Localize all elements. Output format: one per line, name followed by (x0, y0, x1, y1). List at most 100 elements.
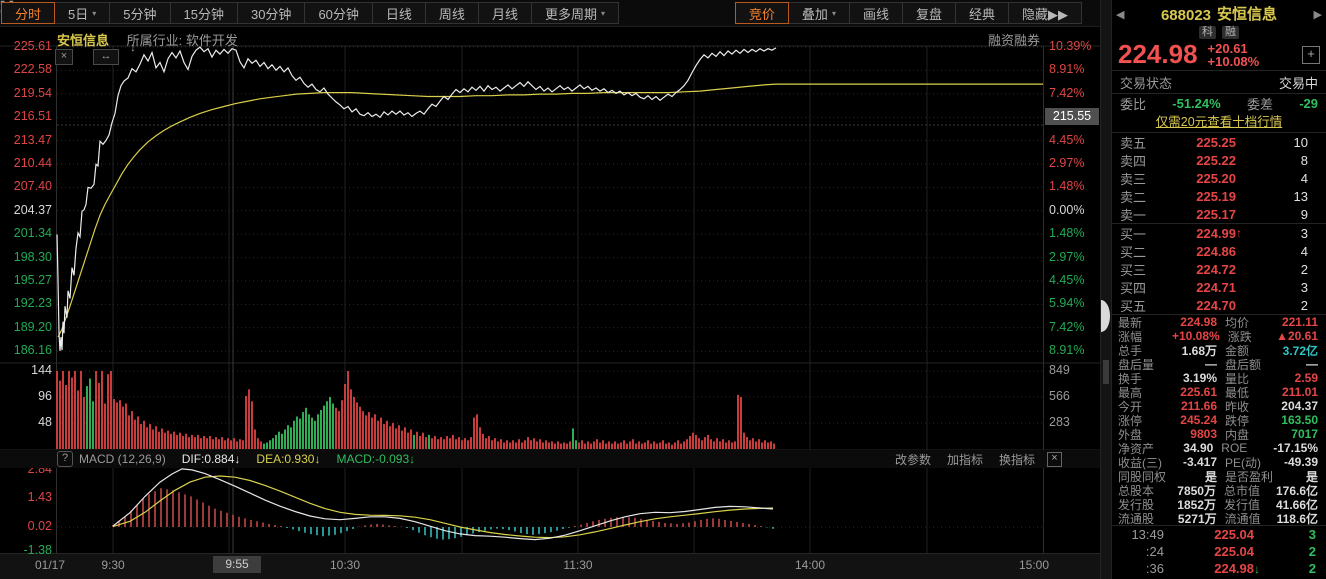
tool-button[interactable]: 叠加 ▾ (787, 2, 850, 24)
ask-row[interactable]: 卖三 225.20 4 (1112, 169, 1326, 187)
bid-level-label: 买二 (1120, 244, 1147, 260)
vertical-drag-icon[interactable]: ↕ (130, 40, 136, 54)
stat-value: 34.90 (1183, 441, 1214, 455)
level2-promo-link[interactable]: 仅需20元查看十档行情 (1155, 115, 1283, 129)
bid-row[interactable]: 买四 224.71 3 (1112, 278, 1326, 296)
trade-row: :36 224.98 ↓ 2 (1112, 560, 1326, 577)
period-button[interactable]: 60分钟 (304, 2, 373, 24)
horizontal-drag-icon[interactable]: ↔ (93, 49, 119, 65)
period-button[interactable]: 月线 (477, 2, 532, 24)
divider (1112, 70, 1326, 71)
ask-row[interactable]: 卖五 225.25 10 (1112, 133, 1326, 151)
weibi-value: -51.24% (1172, 96, 1221, 111)
divider (1112, 314, 1326, 315)
tool-button[interactable]: 经典 (954, 2, 1009, 24)
macd-axis-label: -1.38 (23, 543, 53, 557)
bid-quantity: 3 (1300, 279, 1308, 295)
collapse-handle-icon[interactable] (1101, 300, 1110, 332)
trade-time: :24 (1145, 544, 1164, 559)
stat-value: 1852万 (1177, 497, 1216, 512)
tool-button[interactable]: 竞价 (734, 2, 789, 24)
ask-row[interactable]: 卖一 225.17 9 (1112, 205, 1326, 223)
help-icon[interactable]: ? (57, 451, 73, 467)
stat-label: 金额 (1225, 343, 1250, 358)
percent-axis-label: 4.45% (1049, 132, 1085, 147)
trade-status-row: 交易状态 交易中 (1112, 71, 1326, 93)
trade-price: 225.04 (1214, 544, 1254, 559)
close-pane-icon[interactable]: × (55, 49, 73, 65)
tool-button[interactable]: 画线 (848, 2, 903, 24)
stat-value: 7017 (1291, 427, 1318, 441)
bid-level-label: 买一 (1120, 226, 1147, 242)
period-button[interactable]: 15分钟 (169, 2, 238, 24)
period-button[interactable]: 日线 (371, 2, 426, 24)
period-button[interactable]: 5分钟 (109, 2, 171, 24)
period-label: 15分钟 (183, 6, 224, 22)
price-axis-label: 216.51 (13, 109, 52, 124)
indicator-button[interactable]: 换指标 (998, 452, 1035, 467)
trade-quantity: 3 (1308, 527, 1316, 542)
period-button[interactable]: 更多周期 ▾ (530, 2, 619, 24)
stat-value: — (1306, 357, 1318, 371)
indicator-button[interactable]: 加指标 (946, 452, 983, 467)
x-axis-label: 9:55 (213, 556, 261, 573)
percent-axis-label: 4.45% (1049, 273, 1085, 287)
tool-label: 隐藏▶▶ (1022, 6, 1068, 22)
chevron-down-icon: ▾ (600, 8, 605, 18)
percent-axis-label: 2.97% (1049, 156, 1085, 170)
bid-row[interactable]: 买五 224.70 2 (1112, 296, 1326, 314)
stat-label: 涨停 (1118, 413, 1143, 428)
add-to-watchlist-button[interactable]: + (1302, 45, 1320, 64)
price-axis-label: 225.61 (13, 39, 52, 53)
stat-value: 41.66亿 (1275, 497, 1318, 512)
stock-title: ◀ 688023 安恒信息 ▶ (1112, 0, 1326, 24)
scrollbar-thumb[interactable] (1103, 360, 1109, 384)
ask-quantity: 13 (1293, 188, 1308, 204)
change-percent: +10.08% (1207, 53, 1260, 69)
price-change: +20.61 +10.08% (1208, 42, 1260, 68)
panel-splitter[interactable] (1100, 0, 1112, 579)
volume-axis-label: 283 (1049, 415, 1070, 429)
x-axis-label: 01/17 (34, 558, 66, 572)
stat-value: 163.50 (1281, 413, 1318, 427)
percent-axis-label: 8.91% (1049, 62, 1085, 77)
prev-stock-arrow-icon[interactable]: ◀ (1116, 9, 1125, 21)
close-indicator-icon[interactable]: × (1047, 451, 1062, 467)
period-button[interactable]: 30分钟 (236, 2, 306, 24)
chevron-down-icon: ▾ (92, 8, 97, 18)
bid-quantity: 2 (1300, 297, 1308, 313)
stat-row: 今开 211.66 昨收 204.37 (1112, 399, 1326, 414)
bid-price: 224.72 (1196, 261, 1236, 277)
stat-value: 224.98 (1180, 315, 1217, 329)
bid-row[interactable]: 买二 224.86 4 (1112, 242, 1326, 260)
bid-quantity: 3 (1300, 225, 1308, 241)
macd-indicator-header: ? MACD (12,26,9) DIF:0.884↓ DEA:0.930↓ M… (0, 450, 1100, 468)
macd-axis-label: 1.43 (27, 490, 52, 504)
stat-label: 内盘 (1225, 427, 1250, 442)
period-label: 60分钟 (318, 6, 359, 22)
crosshair-price-badge: 215.55 (1045, 108, 1099, 125)
bid-row[interactable]: 买一 224.99 ↑ 3 (1112, 224, 1326, 242)
next-stock-arrow-icon[interactable]: ▶ (1313, 9, 1322, 21)
stat-row: 发行股 1852万 发行值 41.66亿 (1112, 497, 1326, 512)
price-axis-label: 210.44 (13, 156, 52, 170)
period-button[interactable]: 周线 (424, 2, 479, 24)
ask-order-book: 卖五 225.25 10 卖四 225.22 8 卖三 225.20 4 卖二 225.19 13 卖一… (1112, 133, 1326, 223)
period-button[interactable]: 5日 ▾ (54, 2, 111, 24)
indicator-button[interactable]: 改参数 (894, 452, 931, 467)
divider (1112, 132, 1326, 133)
price-axis-label: 198.30 (13, 249, 52, 264)
stat-row: 同股同权是是否盈利是 (1112, 469, 1326, 484)
trade-row: 13:49 225.04 3 (1112, 526, 1326, 543)
bid-row[interactable]: 买三 224.72 2 (1112, 260, 1326, 278)
stat-value: +10.08% (1171, 329, 1220, 343)
period-label: 更多周期 (544, 6, 597, 22)
ask-row[interactable]: 卖四 225.22 8 (1112, 151, 1326, 169)
chart-industry-label[interactable]: 所属行业: 软件开发 (126, 33, 238, 48)
intraday-chart[interactable] (0, 0, 1100, 579)
period-button[interactable]: 分时 (1, 2, 56, 24)
change-amount: +20.61 (1207, 40, 1248, 56)
tool-button[interactable]: 复盘 (901, 2, 956, 24)
ask-row[interactable]: 卖二 225.19 13 (1112, 187, 1326, 205)
tool-button[interactable]: 隐藏▶▶ (1008, 2, 1082, 24)
